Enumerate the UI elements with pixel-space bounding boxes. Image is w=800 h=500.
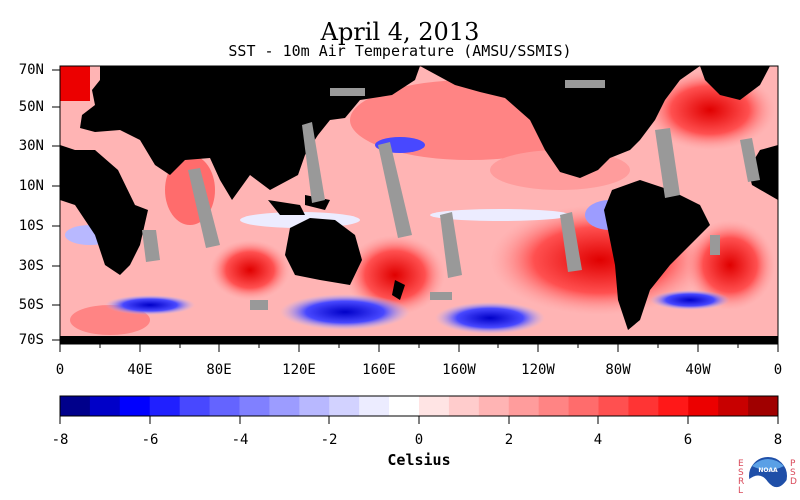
north-america-landmass [420,66,700,178]
colorbar-segment [329,396,360,416]
colorbar-segment [359,396,390,416]
lon-label-80w: 80W [605,362,631,378]
colorbar-segment [718,396,749,416]
colorbar-segment [269,396,300,416]
colorbar-unit-label: Celsius [387,451,451,469]
colorbar-segment [419,396,450,416]
antarctica-landmass [60,336,778,344]
lat-label-10n: 10N [18,178,44,194]
lon-label-80e: 80E [206,362,232,378]
lat-label-70n: 70N [18,62,44,78]
colorbar-segment [658,396,689,416]
colorbar-segment [598,396,629,416]
lat-label-70s: 70S [18,332,44,348]
lon-label-0-east: 0 [773,362,783,378]
colorbar-segment [239,396,270,416]
colorbar-label-8: 8 [773,432,783,448]
lat-label-30n: 30N [18,138,44,154]
colorbar-segment [60,396,91,416]
colorbar-label-neg8: -8 [51,432,69,448]
colorbar-label-0: 0 [414,432,424,448]
colorbar-segment [688,396,719,416]
colorbar-segment [209,396,240,416]
colorbar-segment [149,396,181,416]
colorbar-label-neg4: -4 [231,432,249,448]
lon-label-40e: 40E [127,362,153,378]
colorbar-segment [389,396,420,416]
colorbar [60,396,779,416]
lon-label-120w: 120W [521,362,555,378]
noaa-logo: NOAA [747,455,789,497]
lon-label-40w: 40W [685,362,711,378]
south-america-landmass [604,180,710,330]
colorbar-segment [568,396,599,416]
colorbar-ticks [59,416,779,424]
colorbar-segment [179,396,211,416]
colorbar-label-neg2: -2 [320,432,338,448]
colorbar-segment [628,396,659,416]
map-title: April 4, 2013 [320,18,480,46]
africa-landmass [60,145,148,275]
latitude-ticks [52,69,60,341]
greenland-landmass [700,66,770,100]
colorbar-segment [89,396,121,416]
colorbar-segment [119,396,151,416]
colorbar-segment [748,396,779,416]
map-panel [60,66,778,344]
lat-label-10s: 10S [18,218,44,234]
longitude-ticks [59,344,779,352]
australia-landmass [285,218,362,285]
noaa-logo-text: NOAA [758,467,778,474]
colorbar-label-2: 2 [504,432,514,448]
new-zealand-landmass [392,280,405,300]
colorbar-label-4: 4 [593,432,603,448]
lon-label-0: 0 [55,362,65,378]
lat-label-50s: 50S [18,297,44,313]
colorbar-segment [538,396,570,416]
lon-label-120e: 120E [282,362,316,378]
lon-label-160e: 160E [362,362,396,378]
lon-label-160w: 160W [442,362,476,378]
lat-label-50n: 50N [18,99,44,115]
map-subtitle: SST - 10m Air Temperature (AMSU/SSMIS) [228,42,572,60]
missing-data-swaths [142,80,760,310]
colorbar-segment [448,396,480,416]
colorbar-label-neg6: -6 [141,432,159,448]
colorbar-segment [478,396,510,416]
colorbar-segment [508,396,540,416]
colorbar-label-6: 6 [683,432,693,448]
eurasia-landmass [80,66,420,200]
lat-label-30s: 30S [18,258,44,274]
colorbar-segment [299,396,330,416]
